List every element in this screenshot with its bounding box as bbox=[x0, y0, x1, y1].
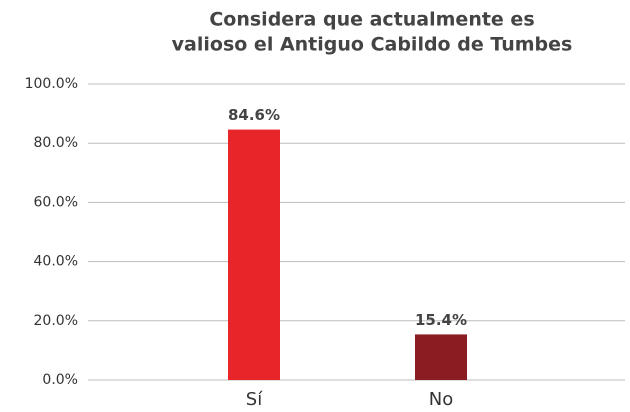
data-label: 15.4% bbox=[415, 311, 467, 329]
x-tick-label: Sí bbox=[246, 389, 263, 410]
y-tick-label: 40.0% bbox=[34, 254, 78, 270]
y-tick-label: 100.0% bbox=[25, 76, 78, 92]
y-tick-label: 0.0% bbox=[42, 372, 78, 388]
data-label: 84.6% bbox=[228, 106, 280, 124]
chart-title: valioso el Antiguo Cabildo de Tumbes bbox=[172, 34, 573, 56]
y-tick-label: 80.0% bbox=[34, 135, 78, 151]
bar bbox=[415, 334, 467, 380]
x-tick-label: No bbox=[429, 389, 453, 410]
chart-title: Considera que actualmente es bbox=[209, 9, 534, 31]
y-tick-label: 20.0% bbox=[34, 313, 78, 329]
bar bbox=[228, 129, 280, 380]
y-tick-label: 60.0% bbox=[34, 194, 78, 210]
